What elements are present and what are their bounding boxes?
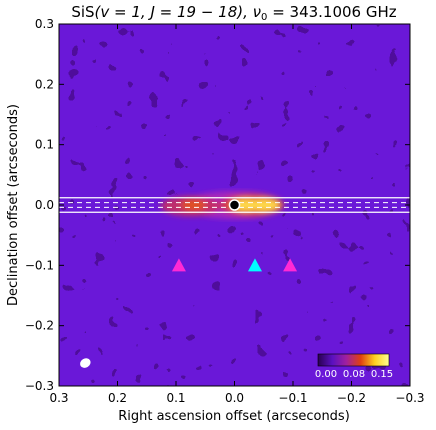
y-tick-label: 0.3	[35, 17, 54, 31]
colorbar: 0.00 0.08 0.15	[315, 353, 393, 380]
y-tick-label: 0.1	[35, 138, 54, 152]
y-tick-label: 0.2	[35, 77, 54, 91]
beam-ellipse	[80, 358, 91, 368]
chart-title: SiS(v = 1, J = 19 − 18), ν0 = 343.1006 G…	[71, 3, 396, 23]
x-tick-label: −0.3	[395, 391, 424, 405]
x-tick-label: −0.1	[278, 391, 307, 405]
x-axis: 0.3 0.2 0.1 0.0 −0.1 −0.2 −0.3	[49, 24, 425, 405]
y-axis: −0.3 −0.2 −0.1 0.0 0.1 0.2 0.3	[25, 17, 410, 393]
triangle-marker-0	[171, 258, 186, 272]
central-star-marker	[228, 199, 241, 211]
x-tick-label: 0.0	[225, 391, 244, 405]
colorbar-tick-label: 0.00	[315, 369, 337, 380]
y-tick-label: 0.0	[35, 198, 54, 212]
x-tick-label: 0.3	[49, 391, 68, 405]
triangle-marker-2	[283, 258, 298, 272]
colorbar-tick-label: 0.08	[343, 369, 365, 380]
markers	[80, 199, 298, 368]
colorbar-gradient	[317, 353, 390, 367]
y-axis-label: Declination offset (arcseconds)	[6, 104, 21, 306]
triangle-marker-1	[247, 258, 262, 272]
emission-peak-2	[247, 199, 280, 211]
x-axis-label: Right ascension offset (arcseconds)	[118, 409, 350, 424]
y-tick-label: −0.3	[25, 379, 54, 393]
emission-peak-0	[180, 199, 207, 211]
x-tick-label: −0.2	[337, 391, 366, 405]
colorbar-tick-label: 0.15	[371, 369, 393, 380]
x-tick-label: 0.1	[166, 391, 185, 405]
y-tick-label: −0.2	[25, 319, 54, 333]
y-tick-label: −0.1	[25, 258, 54, 272]
plot-area	[59, 24, 410, 386]
colorbar-ticks: 0.00 0.08 0.15	[315, 369, 393, 380]
x-tick-label: 0.2	[108, 391, 127, 405]
